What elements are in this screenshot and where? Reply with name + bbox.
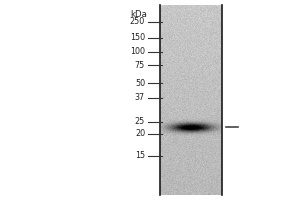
Text: 250: 250 xyxy=(130,18,145,26)
Text: 37: 37 xyxy=(135,94,145,102)
Text: kDa: kDa xyxy=(130,10,147,19)
Text: 50: 50 xyxy=(135,78,145,88)
Text: 150: 150 xyxy=(130,33,145,43)
Text: 100: 100 xyxy=(130,47,145,56)
Text: 20: 20 xyxy=(135,130,145,138)
Text: 75: 75 xyxy=(135,60,145,70)
Text: 15: 15 xyxy=(135,152,145,160)
Text: 25: 25 xyxy=(135,117,145,127)
